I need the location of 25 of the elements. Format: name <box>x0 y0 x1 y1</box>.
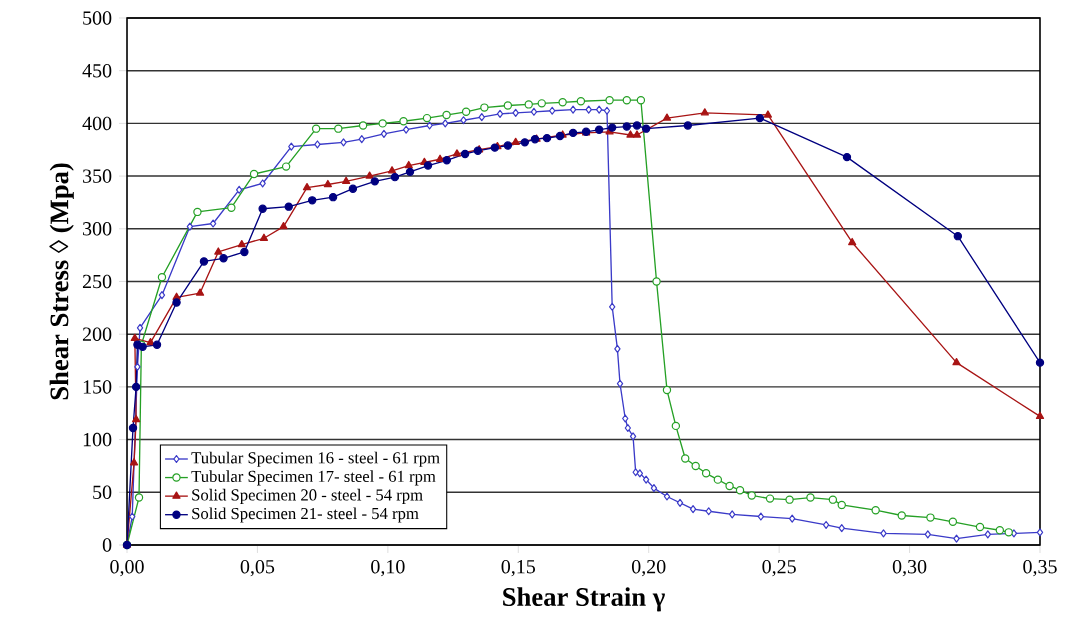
y-tick-label: 150 <box>83 380 112 394</box>
y-axis-title: Shear Stress ◊ (Mpa) <box>49 163 74 400</box>
y-tick-label: 50 <box>93 485 112 500</box>
x-tick-label: 0,30 <box>892 559 927 577</box>
x-tick-label: 0,20 <box>631 559 666 577</box>
legend-label: Solid Specimen 20 - steel - 54 rpm <box>192 488 423 504</box>
y-tick-label: 300 <box>83 222 112 236</box>
y-tick-label: 450 <box>82 63 112 78</box>
x-axis-title: Shear Strain γ <box>503 587 665 612</box>
y-tick-label: 350 <box>83 169 112 183</box>
y-tick-label: 100 <box>83 432 112 447</box>
y-tick-label: 400 <box>82 116 112 131</box>
x-tick-label: 0,05 <box>240 559 275 577</box>
y-tick-label: 200 <box>82 327 112 341</box>
y-tick-label: 500 <box>83 11 112 25</box>
x-tick-label: 0,00 <box>110 559 144 577</box>
x-tick-label: 0,15 <box>501 559 536 577</box>
legend-label: Solid Specimen 21- steel - 54 rpm <box>192 507 419 523</box>
x-tick-label: 0,25 <box>762 559 796 577</box>
legend-label: Tubular Specimen 17- steel - 61 rpm <box>191 470 436 486</box>
y-tick-label: 250 <box>82 274 112 289</box>
x-tick-label: 0,35 <box>1023 559 1057 577</box>
y-tick-label: 0 <box>102 538 112 552</box>
x-tick-label: 0,10 <box>371 559 405 577</box>
legend-label: Tubular Specimen 16 - steel - 61 rpm <box>191 451 440 467</box>
